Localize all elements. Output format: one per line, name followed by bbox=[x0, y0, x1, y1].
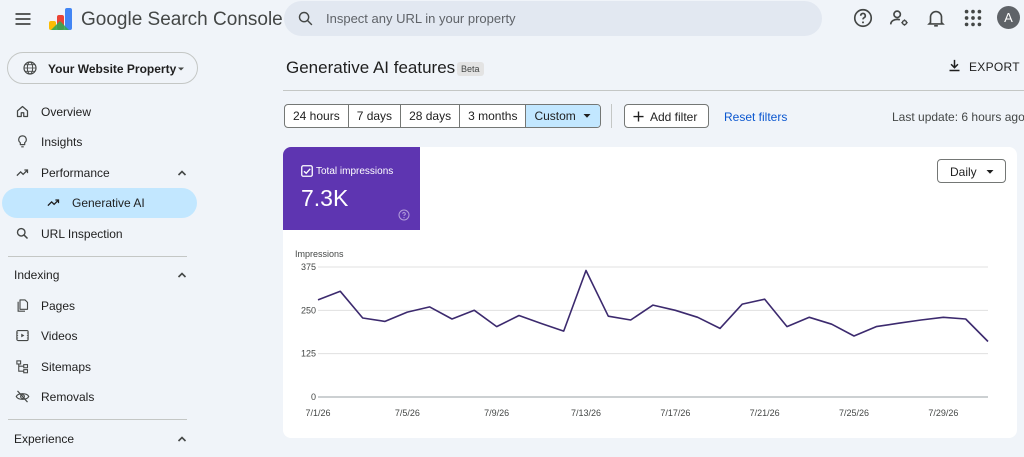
last-update-text: Last update: 6 hours ago bbox=[892, 110, 1024, 124]
x-tick-label: 7/1/26 bbox=[305, 408, 330, 418]
sidebar-item-label: Overview bbox=[41, 105, 92, 119]
x-tick-label: 7/29/26 bbox=[928, 408, 958, 418]
y-tick-label: 375 bbox=[301, 262, 316, 272]
search-input[interactable] bbox=[326, 1, 806, 36]
search-icon bbox=[298, 11, 313, 26]
sidebar-item-label: Sitemaps bbox=[41, 360, 92, 374]
metric-value: 7.3K bbox=[301, 185, 349, 211]
chart-card: Impressions 0 125 250 375 7/1/26 7/5/26 7/9/26 7… bbox=[283, 147, 1017, 438]
x-tick-label: 7/9/26 bbox=[484, 408, 509, 418]
beta-badge: Beta bbox=[457, 62, 484, 76]
impressions-line-chart: Impressions 0 125 250 375 7/1/26 7/5/26 7/9/26 7… bbox=[295, 249, 989, 418]
manage-users-icon[interactable] bbox=[888, 7, 910, 29]
url-inspection-search[interactable] bbox=[284, 1, 822, 36]
sidebar-item-label: Removals bbox=[41, 390, 95, 404]
sidebar-item-performance[interactable]: Performance bbox=[0, 158, 200, 188]
globe-icon bbox=[23, 61, 37, 75]
reset-filters-link[interactable]: Reset filters bbox=[724, 110, 788, 124]
caret-down-icon bbox=[178, 67, 184, 71]
date-range-24-hours[interactable]: 24 hours bbox=[285, 105, 349, 127]
sidebar-item-generative-ai[interactable]: Generative AI bbox=[2, 188, 197, 218]
help-icon[interactable] bbox=[852, 7, 874, 29]
x-tick-label: 7/5/26 bbox=[395, 408, 420, 418]
notifications-icon[interactable] bbox=[925, 7, 947, 29]
granularity-label: Daily bbox=[950, 165, 977, 179]
top-app-bar: Google Search Console A bbox=[0, 0, 1024, 40]
pages-icon bbox=[17, 299, 29, 312]
sidebar-item-pages[interactable]: Pages bbox=[0, 291, 200, 321]
metric-label: Total impressions bbox=[316, 166, 394, 177]
video-icon bbox=[16, 329, 29, 342]
series-line-impressions bbox=[317, 269, 989, 343]
add-filter-button[interactable]: Add filter bbox=[624, 104, 709, 128]
page-title: Generative AI features bbox=[286, 58, 456, 77]
granularity-select[interactable]: Daily bbox=[937, 159, 1006, 183]
help-icon[interactable] bbox=[398, 209, 410, 221]
sidebar-item-overview[interactable]: Overview bbox=[0, 97, 200, 127]
sitemap-icon bbox=[16, 360, 29, 374]
y-tick-label: 0 bbox=[311, 392, 316, 402]
trending-up-icon bbox=[16, 169, 29, 177]
sidebar-divider bbox=[8, 419, 187, 420]
property-selector[interactable]: Your Website Property bbox=[7, 52, 198, 84]
y-tick-label: 250 bbox=[301, 305, 316, 315]
sidebar-item-url-inspection[interactable]: URL Inspection bbox=[0, 219, 200, 249]
sidebar-item-label: Insights bbox=[41, 135, 83, 149]
y-tick-label: 125 bbox=[301, 349, 316, 359]
y-axis-title: Impressions bbox=[295, 249, 344, 259]
sidebar-item-label: Performance bbox=[41, 166, 110, 180]
export-label: EXPORT bbox=[969, 60, 1020, 74]
date-range-custom[interactable]: Custom bbox=[526, 105, 600, 127]
product-name: Google Search Console bbox=[81, 9, 283, 30]
header-divider bbox=[283, 90, 1024, 91]
date-range-7-days[interactable]: 7 days bbox=[349, 105, 402, 127]
download-icon bbox=[949, 59, 960, 72]
x-tick-label: 7/17/26 bbox=[660, 408, 690, 418]
section-label: Indexing bbox=[14, 268, 60, 282]
add-filter-label: Add filter bbox=[650, 110, 698, 124]
sidebar-item-removals[interactable]: Removals bbox=[0, 382, 200, 412]
date-range-28-days[interactable]: 28 days bbox=[401, 105, 461, 127]
eye-off-icon bbox=[15, 390, 30, 403]
sidebar-item-insights[interactable]: Insights bbox=[0, 127, 200, 157]
lightbulb-icon bbox=[18, 135, 27, 148]
toolbar-separator bbox=[611, 104, 612, 128]
date-range-selector: 24 hours 7 days 28 days 3 months Custom bbox=[284, 104, 601, 128]
chevron-up-icon[interactable] bbox=[176, 269, 188, 281]
caret-down-icon bbox=[583, 114, 591, 118]
sidebar-item-label: URL Inspection bbox=[41, 227, 123, 241]
checkbox-checked-icon[interactable] bbox=[301, 165, 313, 177]
date-range-custom-label: Custom bbox=[534, 109, 576, 123]
plus-icon bbox=[633, 111, 644, 122]
sidebar-item-videos[interactable]: Videos bbox=[0, 321, 200, 351]
sidebar-item-label: Videos bbox=[41, 329, 78, 343]
section-label: Experience bbox=[14, 432, 75, 446]
metric-total-impressions[interactable]: Total impressions 7.3K bbox=[283, 147, 420, 230]
sidebar-divider bbox=[8, 256, 187, 257]
trending-up-icon bbox=[47, 199, 60, 207]
menu-icon[interactable] bbox=[13, 9, 33, 29]
sidebar-item-label: Generative AI bbox=[72, 196, 145, 210]
x-tick-label: 7/21/26 bbox=[750, 408, 780, 418]
x-tick-label: 7/13/26 bbox=[571, 408, 601, 418]
search-icon bbox=[16, 227, 29, 240]
search-console-logo[interactable] bbox=[48, 6, 74, 32]
x-tick-label: 7/25/26 bbox=[839, 408, 869, 418]
chevron-up-icon[interactable] bbox=[176, 167, 188, 179]
property-label: Your Website Property bbox=[48, 62, 177, 76]
caret-down-icon bbox=[986, 170, 994, 174]
date-range-3-months[interactable]: 3 months bbox=[460, 105, 527, 127]
sidebar-section-indexing[interactable]: Indexing bbox=[0, 261, 200, 289]
account-avatar[interactable]: A bbox=[997, 6, 1020, 29]
apps-grid-icon[interactable] bbox=[962, 7, 984, 29]
chevron-up-icon[interactable] bbox=[176, 433, 188, 445]
home-icon bbox=[16, 105, 29, 118]
sidebar-item-sitemaps[interactable]: Sitemaps bbox=[0, 352, 200, 382]
sidebar-item-label: Pages bbox=[41, 299, 76, 313]
sidebar-section-experience[interactable]: Experience bbox=[0, 425, 200, 453]
